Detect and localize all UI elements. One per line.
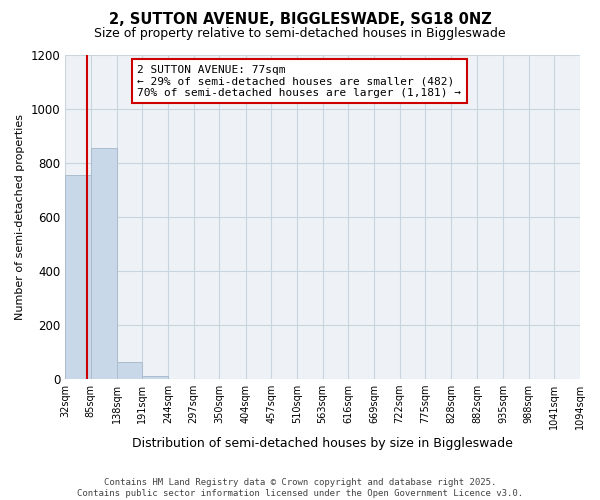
X-axis label: Distribution of semi-detached houses by size in Biggleswade: Distribution of semi-detached houses by …: [132, 437, 513, 450]
Bar: [91, 148, 116, 378]
Text: Contains HM Land Registry data © Crown copyright and database right 2025.
Contai: Contains HM Land Registry data © Crown c…: [77, 478, 523, 498]
Text: 2, SUTTON AVENUE, BIGGLESWADE, SG18 0NZ: 2, SUTTON AVENUE, BIGGLESWADE, SG18 0NZ: [109, 12, 491, 28]
Y-axis label: Number of semi-detached properties: Number of semi-detached properties: [15, 114, 25, 320]
Bar: [142, 376, 168, 378]
Bar: [65, 175, 91, 378]
Text: 2 SUTTON AVENUE: 77sqm
← 29% of semi-detached houses are smaller (482)
70% of se: 2 SUTTON AVENUE: 77sqm ← 29% of semi-det…: [137, 64, 461, 98]
Text: Size of property relative to semi-detached houses in Biggleswade: Size of property relative to semi-detach…: [94, 28, 506, 40]
Bar: [116, 362, 142, 378]
